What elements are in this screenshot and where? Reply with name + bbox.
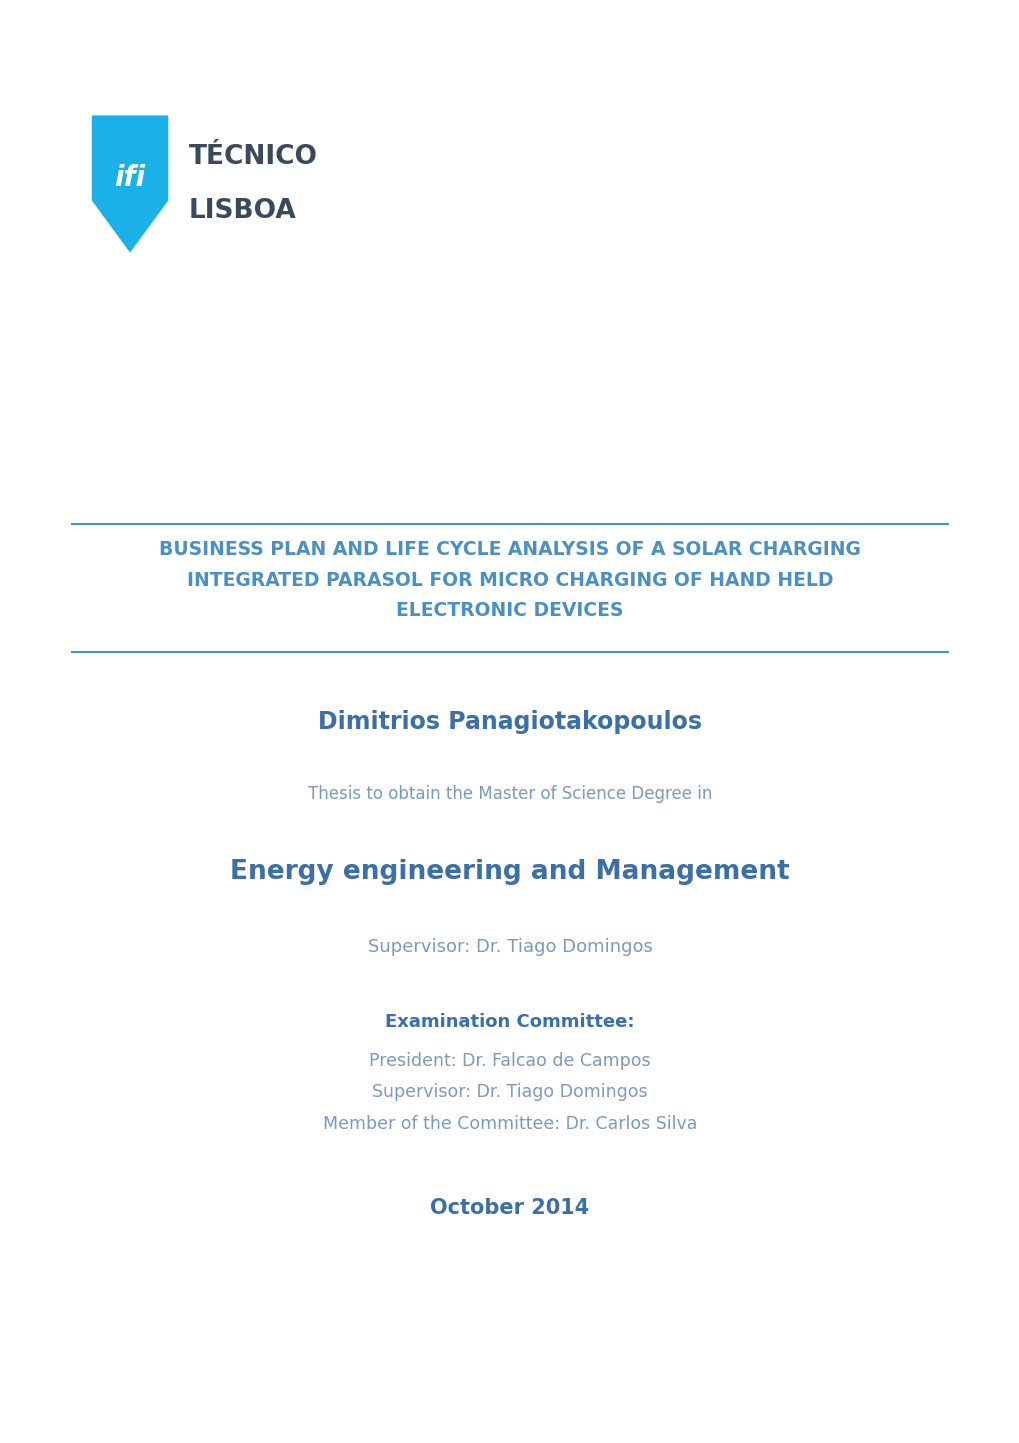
Text: Examination Committee:: Examination Committee: [385,1013,634,1030]
Text: ifi: ifi [114,165,146,192]
Text: Energy engineering and Management: Energy engineering and Management [230,859,789,885]
Text: INTEGRATED PARASOL FOR MICRO CHARGING OF HAND HELD: INTEGRATED PARASOL FOR MICRO CHARGING OF… [186,570,833,590]
Text: ELECTRONIC DEVICES: ELECTRONIC DEVICES [396,600,623,620]
Text: Member of the Committee: Dr. Carlos Silva: Member of the Committee: Dr. Carlos Silv… [322,1115,697,1133]
Text: October 2014: October 2014 [430,1198,589,1218]
Text: Thesis to obtain the Master of Science Degree in: Thesis to obtain the Master of Science D… [308,785,711,802]
Text: Dimitrios Panagiotakopoulos: Dimitrios Panagiotakopoulos [318,710,701,733]
Text: BUSINESS PLAN AND LIFE CYCLE ANALYSIS OF A SOLAR CHARGING: BUSINESS PLAN AND LIFE CYCLE ANALYSIS OF… [159,540,860,560]
Text: LISBOA: LISBOA [189,198,297,225]
Text: Supervisor: Dr. Tiago Domingos: Supervisor: Dr. Tiago Domingos [367,938,652,955]
Text: President: Dr. Falcao de Campos: President: Dr. Falcao de Campos [369,1052,650,1069]
Text: Supervisor: Dr. Tiago Domingos: Supervisor: Dr. Tiago Domingos [372,1084,647,1101]
Polygon shape [92,115,168,253]
Text: TÉCNICO: TÉCNICO [189,143,317,170]
